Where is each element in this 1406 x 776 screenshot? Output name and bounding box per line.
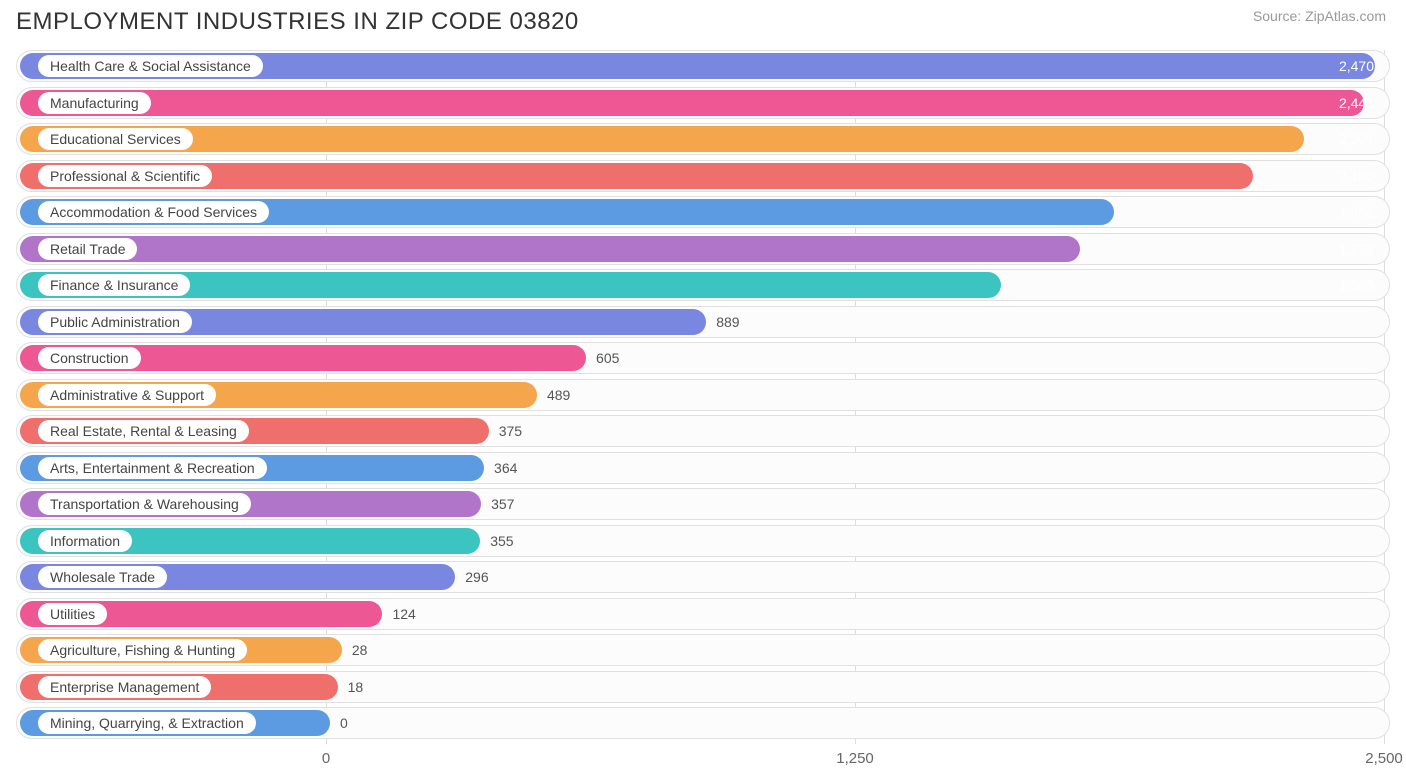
bar-label: Administrative & Support — [38, 384, 216, 406]
bar-row-inner: Accommodation & Food Services 1,852 — [20, 199, 1386, 225]
bar-value: 1,852 — [292, 199, 1386, 225]
bar-row-inner: Mining, Quarrying, & Extraction 0 — [20, 710, 1386, 736]
bar-row: Finance & Insurance 1,585 — [16, 269, 1390, 301]
bar-row: Accommodation & Food Services 1,852 — [16, 196, 1390, 228]
bar-row-inner: Public Administration 889 — [20, 309, 1386, 335]
bar-value: 605 — [586, 345, 619, 371]
bar-label: Agriculture, Fishing & Hunting — [38, 639, 247, 661]
bar-label: Retail Trade — [38, 238, 137, 260]
bar-label: Mining, Quarrying, & Extraction — [38, 712, 256, 734]
bar-row-inner: Agriculture, Fishing & Hunting 28 — [20, 637, 1386, 663]
chart-title: EMPLOYMENT INDUSTRIES IN ZIP CODE 03820 — [16, 8, 579, 36]
bar-value: 0 — [330, 710, 348, 736]
bar-label: Utilities — [38, 603, 107, 625]
chart-source: Source: ZipAtlas.com — [1253, 8, 1386, 24]
bar-value: 2,180 — [153, 163, 1386, 189]
bar-value: 2,443 — [42, 90, 1386, 116]
bar-row: Utilities 124 — [16, 598, 1390, 630]
x-axis: 01,2502,500 — [16, 744, 1390, 772]
bar-label: Construction — [38, 347, 141, 369]
bar-value: 28 — [342, 637, 368, 663]
bar-value: 18 — [338, 674, 364, 700]
bar-row-inner: Retail Trade 1,773 — [20, 236, 1386, 262]
bar-row: Wholesale Trade 296 — [16, 561, 1390, 593]
bar-row: Real Estate, Rental & Leasing 375 — [16, 415, 1390, 447]
bar-row: Educational Services2,301 — [16, 123, 1390, 155]
bar-row: Administrative & Support 489 — [16, 379, 1390, 411]
bar-row-inner: Utilities 124 — [20, 601, 1386, 627]
bar-row-inner: Transportation & Warehousing 357 — [20, 491, 1386, 517]
bar-value: 357 — [481, 491, 514, 517]
bar-value: 375 — [489, 418, 522, 444]
axis-tick-label: 2,500 — [1365, 750, 1403, 767]
bar-row: Arts, Entertainment & Recreation 364 — [16, 452, 1390, 484]
bar-row: Enterprise Management 18 — [16, 671, 1390, 703]
bar-row-inner: Wholesale Trade 296 — [20, 564, 1386, 590]
bar-row-inner: Educational Services2,301 — [20, 126, 1386, 152]
bar-label: Information — [38, 530, 132, 552]
bar-label: Real Estate, Rental & Leasing — [38, 420, 249, 442]
bar-value: 355 — [480, 528, 513, 554]
bar-label: Finance & Insurance — [38, 274, 190, 296]
bar-row: Manufacturing2,443 — [16, 87, 1390, 119]
bar-value: 889 — [706, 309, 739, 335]
bar-row: Construction 605 — [16, 342, 1390, 374]
bar-row-inner: Health Care & Social Assistance2,470 — [20, 53, 1386, 79]
bar-value: 1,773 — [326, 236, 1386, 262]
bar-label: Public Administration — [38, 311, 192, 333]
bar-row-inner: Arts, Entertainment & Recreation 364 — [20, 455, 1386, 481]
chart-rows: Health Care & Social Assistance2,470 Manu… — [16, 50, 1390, 739]
bar-row-inner: Administrative & Support 489 — [20, 382, 1386, 408]
bar-row-inner: Professional & Scientific2,180 — [20, 163, 1386, 189]
bar-label: Enterprise Management — [38, 676, 211, 698]
bar-row-inner: Construction 605 — [20, 345, 1386, 371]
bar-row-inner: Enterprise Management 18 — [20, 674, 1386, 700]
chart-header: EMPLOYMENT INDUSTRIES IN ZIP CODE 03820 … — [0, 0, 1406, 40]
bar-row: Transportation & Warehousing 357 — [16, 488, 1390, 520]
bar-row: Information 355 — [16, 525, 1390, 557]
bar-value: 2,470 — [31, 53, 1386, 79]
axis-tick-label: 0 — [322, 750, 330, 767]
bar-value: 2,301 — [102, 126, 1386, 152]
bar-row: Health Care & Social Assistance2,470 — [16, 50, 1390, 82]
bar-row-inner: Information 355 — [20, 528, 1386, 554]
bar-value: 124 — [382, 601, 415, 627]
bar-value: 364 — [484, 455, 517, 481]
bar-label: Wholesale Trade — [38, 566, 167, 588]
bar-row: Mining, Quarrying, & Extraction 0 — [16, 707, 1390, 739]
bar-row-inner: Real Estate, Rental & Leasing 375 — [20, 418, 1386, 444]
chart-area: Health Care & Social Assistance2,470 Manu… — [0, 40, 1406, 772]
bar-label: Transportation & Warehousing — [38, 493, 251, 515]
bar-row-inner: Finance & Insurance 1,585 — [20, 272, 1386, 298]
bar-row: Agriculture, Fishing & Hunting 28 — [16, 634, 1390, 666]
bar-label: Arts, Entertainment & Recreation — [38, 457, 267, 479]
bar-value: 489 — [537, 382, 570, 408]
bar-label: Accommodation & Food Services — [38, 201, 269, 223]
bar-value: 1,585 — [405, 272, 1386, 298]
bar-row: Retail Trade 1,773 — [16, 233, 1390, 265]
axis-tick-label: 1,250 — [836, 750, 874, 767]
bar-row: Public Administration 889 — [16, 306, 1390, 338]
bar-row: Professional & Scientific2,180 — [16, 160, 1390, 192]
bar-row-inner: Manufacturing2,443 — [20, 90, 1386, 116]
bar-value: 296 — [455, 564, 488, 590]
